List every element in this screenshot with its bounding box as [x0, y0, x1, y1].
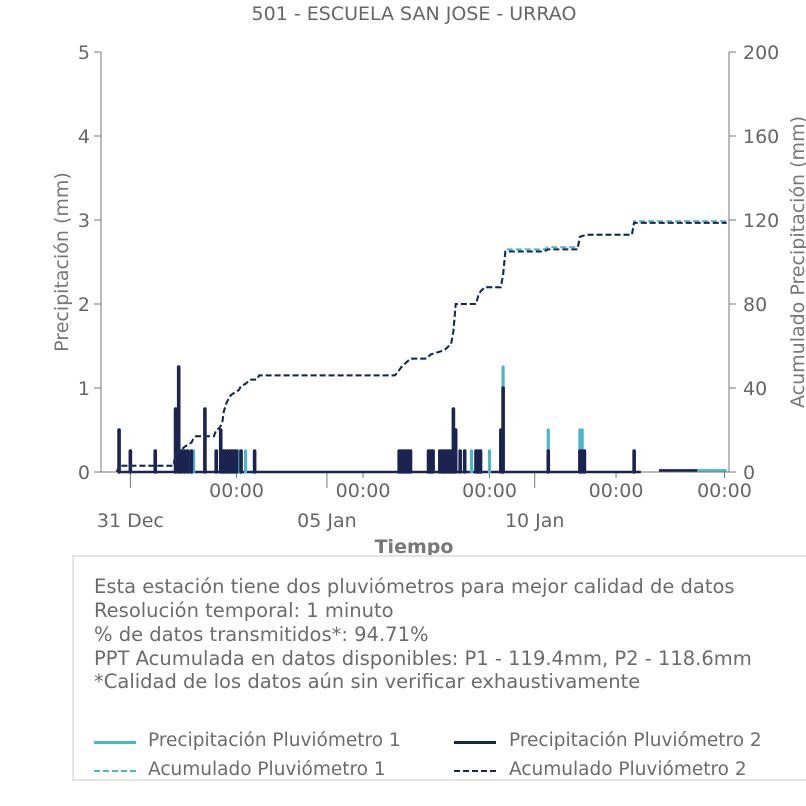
- legend-swatch-p1-bar: [94, 741, 136, 744]
- info-line-accumulated: PPT Acumulada en datos disponibles: P1 -…: [94, 647, 752, 670]
- legend-label-p1-bar: Precipitación Pluviómetro 1: [148, 730, 401, 751]
- legend-label-p2-line: Acumulado Pluviómetro 2: [509, 759, 747, 780]
- y-right-tick-label: 160: [743, 126, 779, 148]
- info-legend-box: Esta estación tiene dos pluviómetros par…: [72, 555, 806, 781]
- info-line-quality-note: *Calidad de los datos aún sin verificar …: [94, 670, 641, 693]
- rainfall-chart: 501 - ESCUELA SAN JOSE - URRAO 0 1 2 3 4 5 0 40…: [51, 3, 806, 558]
- y-right-tick-label: 200: [743, 42, 779, 64]
- info-line-transmitted: % de datos transmitidos*: 94.71%: [94, 623, 429, 646]
- y-right-tick-label: 0: [743, 462, 755, 484]
- y-left-tick-label: 1: [78, 378, 90, 400]
- y-left-tick-label: 3: [78, 210, 90, 232]
- y-right-tick-label: 40: [743, 378, 767, 400]
- x-date-tick-label: 10 Jan: [505, 510, 565, 532]
- info-line-dual-gauge: Esta estación tiene dos pluviómetros par…: [94, 575, 735, 598]
- x-time-tick-label: 00:00: [589, 480, 644, 502]
- legend-swatch-p2-line: [454, 770, 496, 772]
- legend-label-p2-bar: Precipitación Pluviómetro 2: [509, 730, 762, 751]
- p1-accumulated-line: [115, 220, 727, 473]
- y-left-tick-label: 2: [78, 294, 90, 316]
- x-axis-label: Tiempo: [375, 536, 454, 558]
- chart-title: 501 - ESCUELA SAN JOSE - URRAO: [252, 3, 577, 25]
- x-date-tick-label: 05 Jan: [297, 510, 357, 532]
- x-time-tick-label: 00:00: [697, 480, 752, 502]
- legend-swatch-p1-line: [94, 770, 136, 772]
- y-axis-left-label: Precipitación (mm): [51, 172, 73, 352]
- legend-label-p1-line: Acumulado Pluviómetro 1: [148, 759, 386, 780]
- y-right-tick-label: 120: [743, 210, 779, 232]
- x-time-tick-label: 00:00: [336, 480, 391, 502]
- y-left-tick-label: 4: [78, 126, 90, 148]
- x-time-tick-label: 00:00: [209, 480, 264, 502]
- p2-accumulated-line: [115, 221, 727, 473]
- x-time-tick-label: 00:00: [462, 480, 517, 502]
- y-right-tick-label: 80: [743, 294, 767, 316]
- x-date-tick-label: 31 Dec: [97, 510, 164, 532]
- chart-marks: [115, 220, 727, 474]
- axes: 0 1 2 3 4 5 0 40 80 120 160 200 00:00 00:00 00:00 00:00…: [78, 42, 779, 532]
- y-axis-right-label: Acumulado Precipitación (mm): [787, 116, 806, 408]
- info-line-resolution: Resolución temporal: 1 minuto: [94, 599, 394, 622]
- legend-swatch-p2-bar: [454, 741, 496, 744]
- y-left-tick-label: 0: [78, 462, 90, 484]
- y-left-tick-label: 5: [78, 42, 90, 64]
